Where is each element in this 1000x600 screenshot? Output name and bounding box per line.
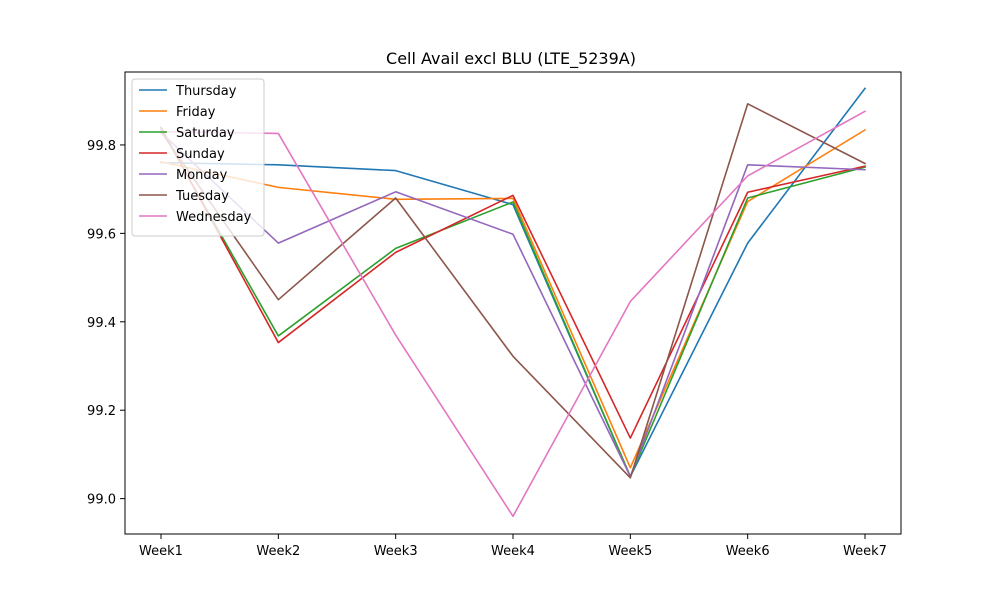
series-line-tuesday (159, 103, 867, 479)
series-line-thursday (160, 87, 867, 478)
axes: Week1 Week2 Week3 Week4 Week5 Week6 Week7 99.0 9… (87, 139, 887, 559)
series-line-sunday (159, 126, 866, 439)
legend: Thursday Friday Saturday Sunday Monday Tuesda… (131, 78, 265, 237)
x-tick-label: Week1 (139, 544, 183, 559)
y-tick-label: 99.4 (87, 316, 116, 331)
x-tick-label: Week2 (256, 544, 300, 559)
legend-label-saturday: Saturday (176, 126, 235, 141)
legend-label-monday: Monday (176, 168, 228, 183)
x-tick-label: Week7 (843, 544, 887, 559)
legend-label-sunday: Sunday (176, 147, 225, 162)
series-line-wednesday (160, 110, 867, 518)
y-tick-label: 99.2 (87, 404, 116, 419)
chart-title: Cell Avail excl BLU (LTE_5239A) (386, 49, 636, 69)
x-tick-label: Week3 (374, 544, 418, 559)
x-tick-label: Week4 (491, 544, 535, 559)
legend-box (131, 78, 265, 237)
legend-label-thursday: Thursday (175, 84, 237, 99)
series-line-friday (160, 128, 867, 469)
y-tick-label: 99.8 (87, 139, 116, 154)
legend-label-wednesday: Wednesday (176, 210, 252, 225)
series-line-monday (159, 131, 866, 478)
y-tick-label: 99.0 (87, 493, 116, 508)
series-line-saturday (159, 127, 866, 478)
legend-label-tuesday: Tuesday (175, 189, 229, 204)
x-tick-label: Week6 (726, 544, 770, 559)
plot-area (159, 87, 867, 518)
legend-label-friday: Friday (176, 105, 216, 120)
x-tick-label: Week5 (608, 544, 652, 559)
y-tick-label: 99.6 (87, 227, 116, 242)
